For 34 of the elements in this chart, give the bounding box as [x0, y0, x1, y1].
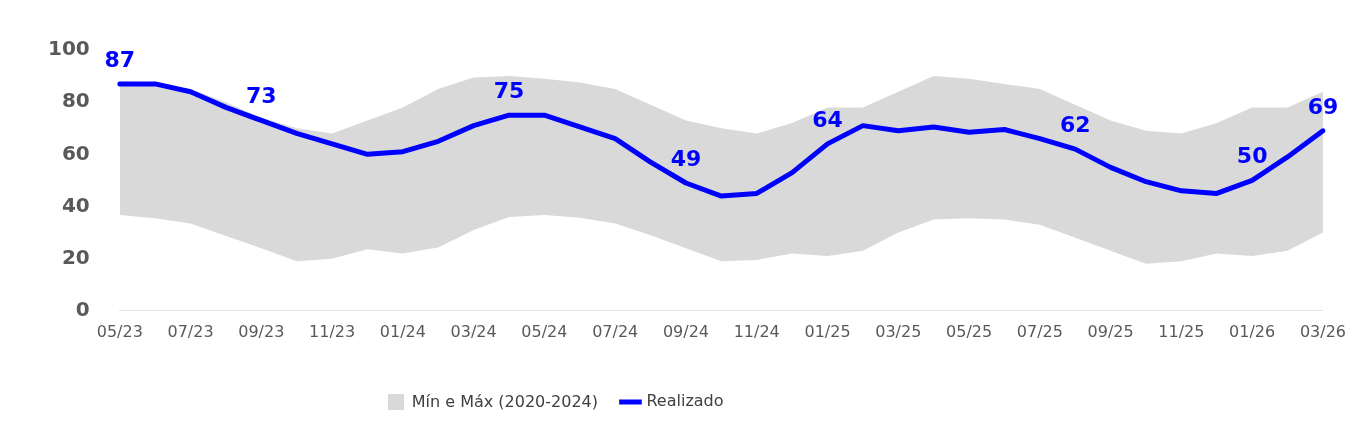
data-label: 64 — [812, 106, 843, 132]
y-tick-label: 80 — [61, 88, 90, 113]
y-tick-label: 0 — [75, 297, 90, 321]
data-label: 73 — [245, 83, 277, 109]
x-tick-label: 11/25 — [1158, 321, 1205, 341]
text: Mín e Máx (2020-2024) — [411, 392, 598, 411]
y-tick-label: 40 — [61, 192, 90, 217]
x-tick-label: 09/25 — [1087, 321, 1134, 341]
data-label: 62 — [1059, 111, 1091, 137]
x-tick-label: 07/23 — [167, 321, 214, 341]
x-tick-label: 05/23 — [96, 321, 143, 341]
x-tick-label: 03/26 — [1299, 321, 1346, 341]
y-tick-label: 20 — [61, 244, 90, 269]
x-tick-label: 11/23 — [309, 321, 356, 341]
data-label: 69 — [1307, 93, 1339, 119]
x-tick-label: 01/24 — [379, 321, 426, 341]
x-tick-label: 07/25 — [1016, 321, 1063, 341]
data-label: 50 — [1236, 143, 1268, 169]
x-tick-label: 05/24 — [521, 321, 568, 341]
legend-label: Realizado — [646, 391, 724, 411]
x-tick-label: 03/25 — [875, 321, 922, 341]
y-tick-label: 60 — [61, 140, 90, 165]
x-tick-label: 11/24 — [733, 321, 780, 341]
data-label: 75 — [493, 77, 525, 103]
data-label: 87 — [104, 46, 136, 72]
data-label: 49 — [670, 145, 702, 171]
x-tick-label: 03/24 — [450, 321, 497, 341]
x-tick-label: 09/23 — [238, 321, 285, 341]
x-tick-label: 01/25 — [804, 321, 851, 341]
x-tick-label: 01/26 — [1229, 321, 1276, 341]
x-tick-label: 05/25 — [946, 321, 993, 341]
y-tick-label: 100 — [48, 36, 90, 61]
x-tick-label: 09/24 — [662, 321, 710, 341]
x-tick-label: 07/24 — [592, 321, 639, 341]
